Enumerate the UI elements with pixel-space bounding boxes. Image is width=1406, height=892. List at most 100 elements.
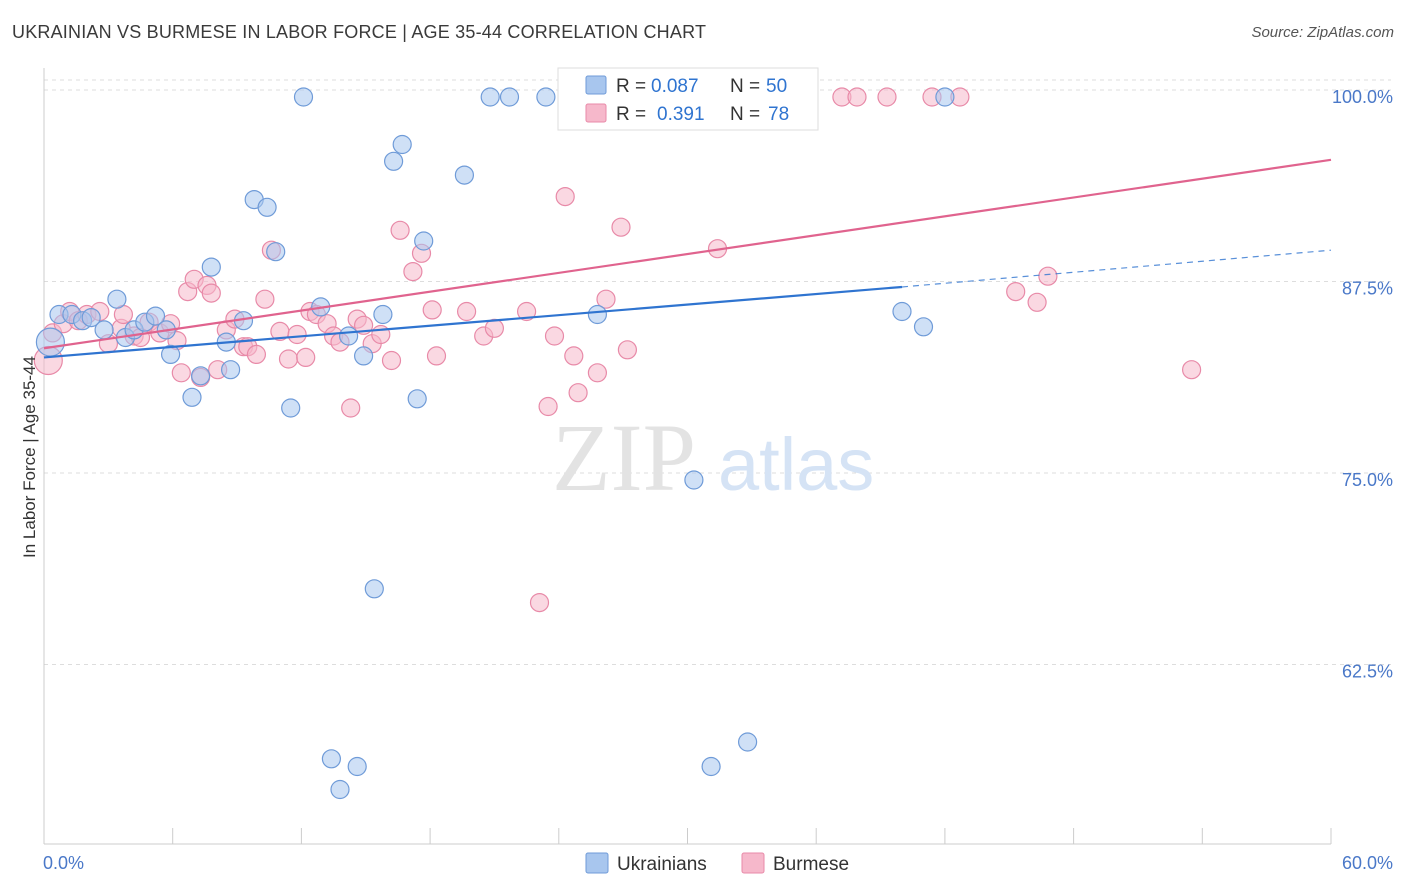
- burmese-point-75: [1027, 292, 1047, 312]
- bottom-legend-swatch-ukrainians: [585, 852, 609, 874]
- y-axis-title: In Labor Force | Age 35-44: [20, 356, 39, 558]
- burmese-point-48: [422, 300, 442, 320]
- ukrainians-point-39: [536, 87, 556, 107]
- burmese-point-76: [1038, 266, 1058, 286]
- burmese-point-63: [611, 217, 631, 237]
- ukrainians-point-23: [293, 87, 314, 107]
- bottom-legend-swatch-burmese: [741, 852, 765, 874]
- legend-r-value-2: 0.391: [657, 104, 705, 125]
- burmese-point-32: [287, 324, 307, 345]
- burmese-point-49: [426, 346, 447, 366]
- axes: [43, 68, 1332, 845]
- burmese-point-33: [296, 347, 316, 367]
- burmese-point-39: [341, 398, 361, 418]
- ukrainians-point-21: [266, 242, 286, 262]
- burmese-point-55: [538, 396, 558, 417]
- ukrainians-point-33: [392, 134, 412, 155]
- ukrainians-point-30: [364, 579, 384, 599]
- burmese-point-28: [255, 289, 275, 309]
- legend-n-value-1: 50: [766, 76, 787, 97]
- burmese-point-77: [1181, 360, 1202, 380]
- bottom-legend-ukrainians: Ukrainians: [617, 854, 707, 875]
- burmese-point-52: [484, 318, 504, 338]
- ukrainians-point-12: [161, 344, 181, 364]
- ukrainians-point-37: [480, 87, 500, 107]
- burmese-point-59: [568, 383, 588, 403]
- x-tick-label-min: 0.0%: [43, 853, 84, 873]
- burmese-point-74: [1006, 282, 1026, 302]
- burmese-point-61: [587, 363, 608, 383]
- ukrainians-trend-extension: [901, 249, 1332, 288]
- burmese-point-58: [564, 346, 584, 366]
- ukrainians-point-10: [145, 306, 166, 326]
- ukrainians-trend-line: [43, 285, 903, 359]
- burmese-point-56: [544, 326, 565, 346]
- ukrainians-point-31: [373, 304, 393, 325]
- burmese-point-31: [278, 349, 299, 369]
- burmese-point-50: [457, 301, 477, 322]
- burmese-point-44: [381, 350, 402, 371]
- burmese-point-57: [555, 187, 575, 207]
- burmese-point-46: [403, 262, 423, 282]
- y-tick-label-3: 100.0%: [1332, 87, 1393, 107]
- ukrainians-point-47: [892, 301, 912, 322]
- ukrainians-point-14: [191, 366, 211, 386]
- burmese-point-45: [390, 220, 410, 240]
- ukrainians-point-38: [499, 87, 520, 107]
- y-tick-label-0: 62.5%: [1342, 662, 1393, 682]
- bottom-legend-burmese: Burmese: [773, 854, 849, 875]
- y-tick-labels: 62.5% 75.0% 87.5% 100.0%: [1332, 87, 1393, 682]
- legend-r-value-1: 0.087: [651, 76, 699, 97]
- ukrainians-point-6: [107, 289, 127, 309]
- ukrainians-point-27: [339, 326, 359, 346]
- trend-lines: [43, 158, 1332, 359]
- legend-r-label-2: R =: [616, 104, 646, 125]
- legend-swatch-burmese: [585, 103, 607, 123]
- stats-legend: R = 0.087 N = 50 R = 0.391 N = 78: [557, 67, 819, 131]
- x-tick-label-max: 60.0%: [1342, 853, 1393, 873]
- burmese-point-16: [171, 363, 191, 383]
- burmese-point-21: [201, 283, 221, 303]
- ukrainians-point-26: [330, 779, 350, 800]
- ukrainians-point-41: [587, 304, 608, 325]
- source-credit: Source: ZipAtlas.com: [1251, 24, 1394, 41]
- chart-title: UKRAINIAN VS BURMESE IN LABOR FORCE | AG…: [12, 22, 707, 42]
- burmese-point-70: [847, 87, 867, 107]
- legend-swatch-ukrainians: [585, 75, 607, 95]
- ukrainians-point-15: [201, 257, 221, 277]
- legend-n-label-2: N =: [730, 104, 760, 125]
- ukrainians-point-32: [384, 151, 404, 171]
- ukrainians-point-29: [354, 346, 374, 366]
- watermark-atlas: atlas: [718, 423, 874, 506]
- burmese-point-62: [596, 289, 616, 309]
- burmese-point-64: [617, 340, 638, 360]
- ukrainians-point-20: [257, 197, 277, 217]
- ukrainians-point-45: [737, 732, 758, 752]
- ukrainians-point-42: [684, 470, 704, 490]
- ukrainians-point-48: [913, 317, 934, 337]
- legend-n-value-2: 78: [768, 104, 789, 125]
- ukrainians-point-0: [35, 327, 66, 357]
- burmese-point-53: [516, 301, 537, 322]
- ukrainians-point-17: [221, 360, 241, 380]
- burmese-series: [33, 87, 1202, 613]
- burmese-point-27: [246, 344, 266, 364]
- ukrainians-point-4: [81, 308, 101, 328]
- legend-n-label-1: N =: [730, 76, 760, 97]
- ukrainians-point-28: [347, 756, 367, 777]
- bottom-legend: Ukrainians Burmese: [585, 852, 849, 875]
- ukrainians-point-22: [281, 398, 301, 418]
- ukrainians-point-43: [701, 756, 721, 777]
- ukrainians-point-13: [182, 387, 202, 407]
- burmese-point-71: [877, 87, 897, 107]
- y-tick-label-2: 87.5%: [1342, 279, 1393, 299]
- y-tick-label-1: 75.0%: [1342, 470, 1393, 490]
- ukrainians-point-34: [407, 389, 427, 409]
- ukrainians-point-35: [414, 231, 434, 251]
- ukrainians-point-36: [454, 165, 474, 185]
- watermark-zip: ZIP: [552, 404, 696, 511]
- ukrainians-point-5: [94, 320, 114, 340]
- ukrainians-point-25: [321, 749, 341, 769]
- watermark: ZIP atlas: [552, 404, 874, 511]
- legend-r-label-1: R =: [616, 76, 646, 97]
